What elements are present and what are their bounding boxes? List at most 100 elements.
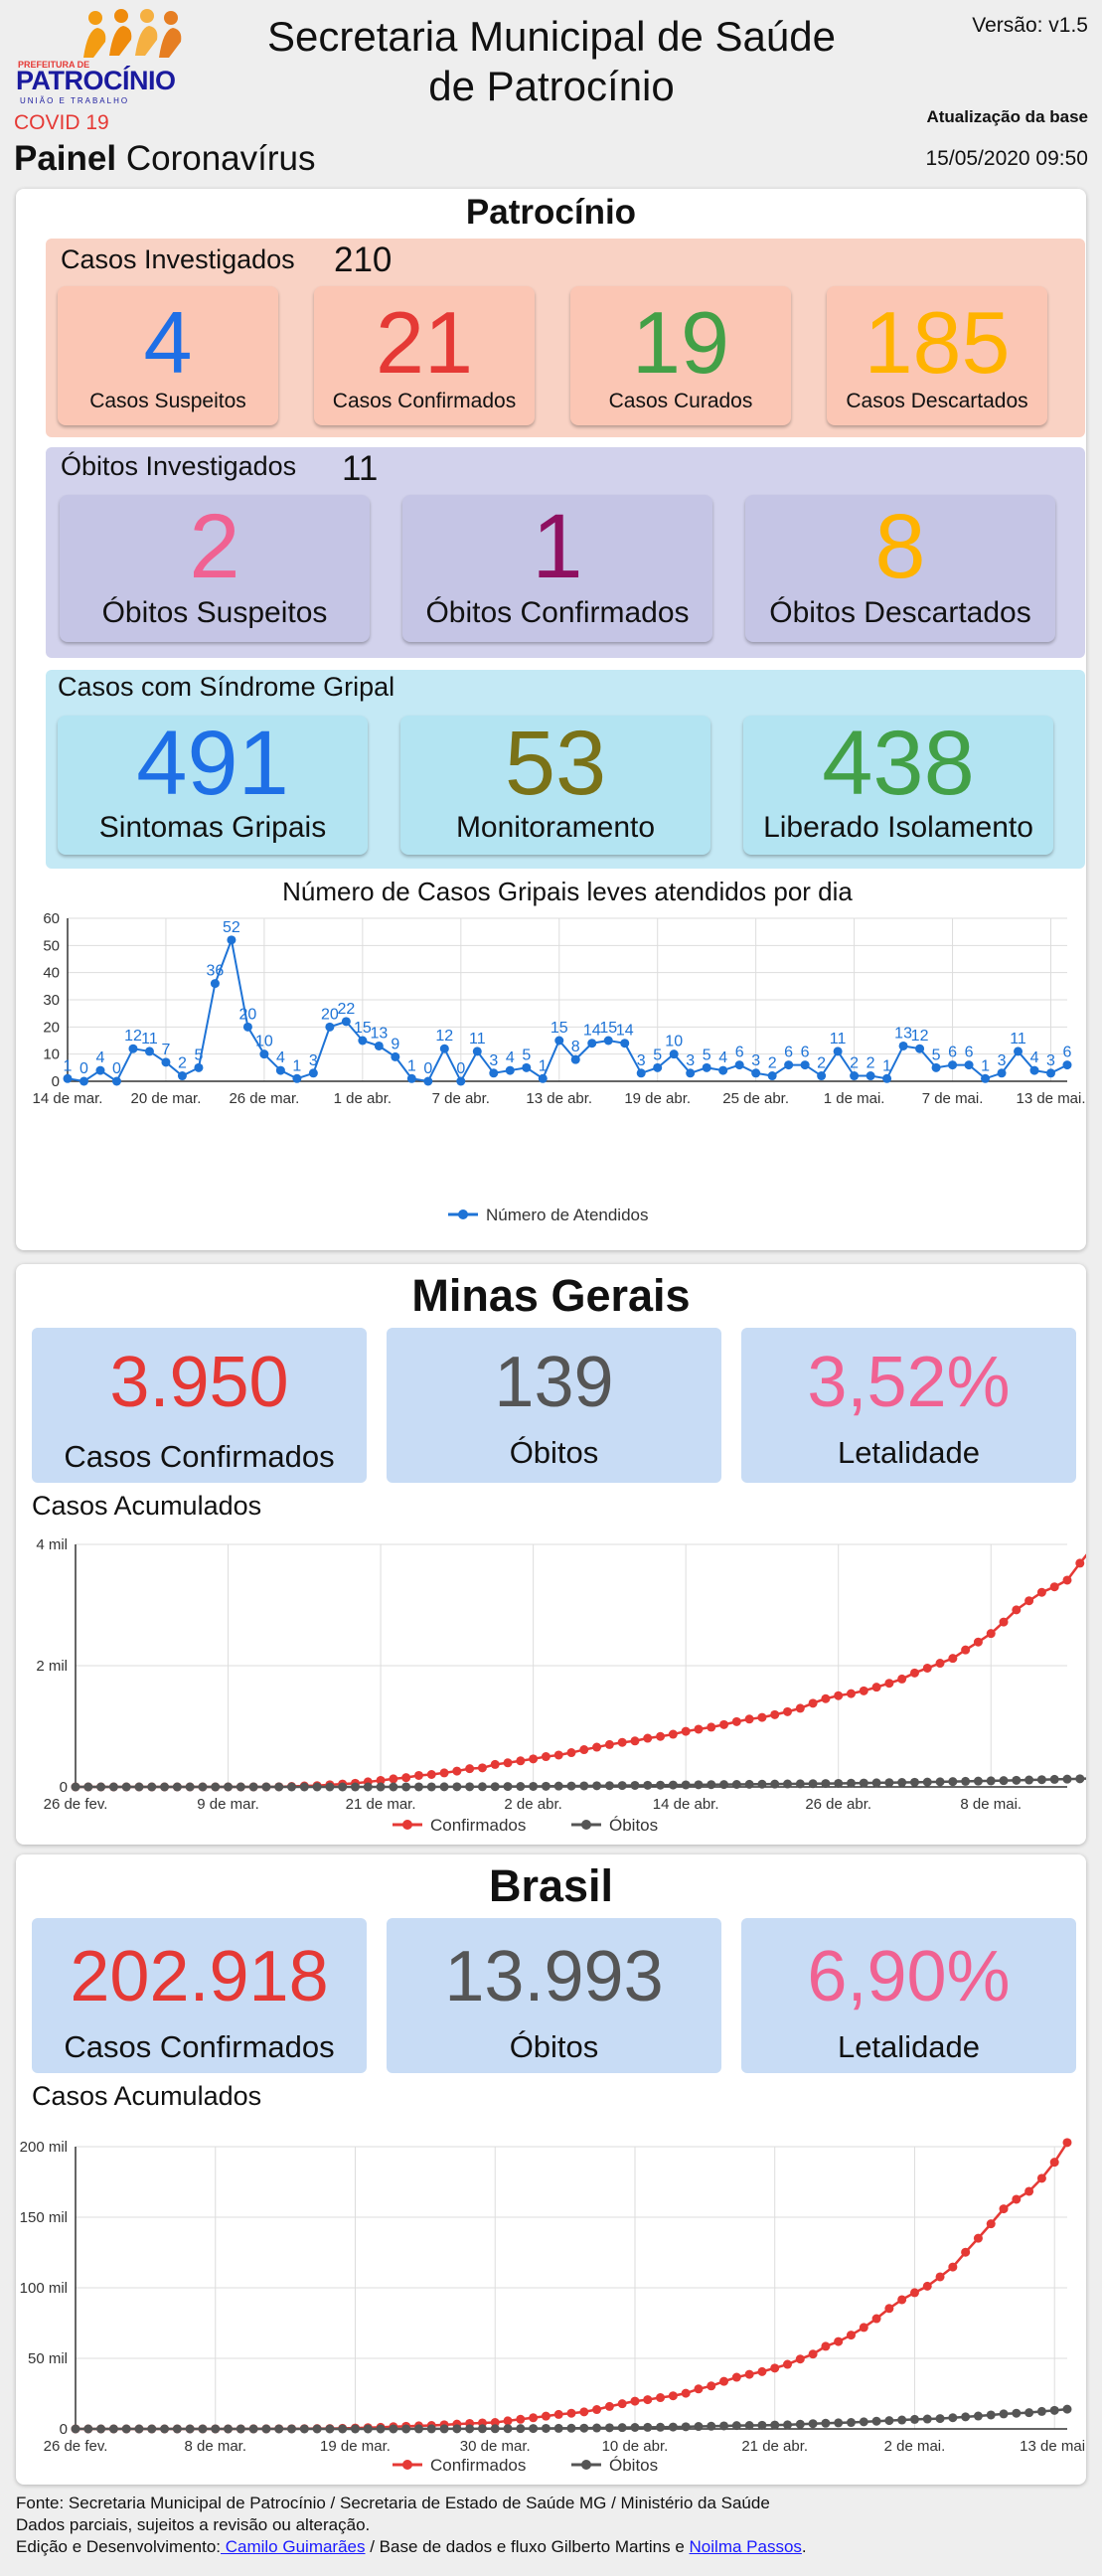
- data-point: [312, 1782, 322, 1792]
- data-point: [128, 1044, 138, 1053]
- tile-casos-confirmados: 21 Casos Confirmados: [314, 286, 535, 425]
- data-point: [757, 1779, 767, 1789]
- data-point: [1012, 1605, 1022, 1615]
- data-point: [579, 1745, 589, 1755]
- brasil-card: Brasil 202.918 Casos Confirmados 13.993 …: [16, 1854, 1086, 2485]
- data-point: [1012, 2408, 1022, 2418]
- data-point: [570, 1054, 580, 1064]
- data-point: [681, 1726, 691, 1736]
- legend-label: Óbitos: [609, 1816, 658, 1835]
- data-point: [452, 2424, 462, 2434]
- data-point: [261, 2424, 271, 2434]
- data-label: 0: [423, 1060, 432, 1077]
- data-point: [795, 1703, 805, 1713]
- data-point: [210, 979, 220, 989]
- monitoramento-label: Monitoramento: [455, 811, 656, 844]
- data-point: [694, 2384, 704, 2394]
- legend-label: Confirmados: [430, 2456, 526, 2475]
- data-point: [325, 1022, 335, 1032]
- obitos-confirmados-label: Óbitos Confirmados: [425, 596, 690, 629]
- data-point: [83, 1782, 93, 1792]
- data-label: 4: [506, 1049, 515, 1066]
- data-label: 6: [1063, 1045, 1072, 1061]
- data-point: [795, 2354, 805, 2364]
- data-point: [1075, 1774, 1085, 1784]
- data-point: [935, 1777, 945, 1787]
- data-label: 1: [407, 1057, 416, 1074]
- data-label: 1: [64, 1057, 73, 1074]
- data-point: [413, 1782, 423, 1792]
- data-point: [846, 2418, 856, 2428]
- x-tick-label: 26 de fev.: [44, 2438, 108, 2455]
- data-point: [604, 1739, 614, 1749]
- data-point: [833, 1046, 843, 1056]
- data-point: [973, 2411, 983, 2421]
- footer: Fonte: Secretaria Municipal de Patrocíni…: [16, 2493, 807, 2558]
- data-point: [821, 1779, 831, 1789]
- brasil-kpi-letalidade: 6,90% Letalidade: [741, 1918, 1076, 2073]
- data-point: [503, 1758, 513, 1768]
- data-point: [194, 1062, 204, 1072]
- data-point: [884, 2416, 894, 2426]
- data-point: [274, 1782, 284, 1792]
- data-point: [948, 1654, 958, 1664]
- data-point: [898, 1041, 908, 1050]
- data-point: [935, 1659, 945, 1669]
- data-point: [439, 2424, 449, 2434]
- data-point: [1012, 2194, 1022, 2204]
- data-label: 5: [653, 1046, 662, 1063]
- author2-link[interactable]: Noilma Passos: [689, 2537, 802, 2556]
- data-point: [656, 1731, 666, 1741]
- data-point: [529, 1754, 539, 1764]
- data-point: [71, 1782, 80, 1792]
- title-line2: de Patrocínio: [428, 63, 675, 109]
- y-tick-label: 60: [43, 910, 60, 927]
- data-label: 15: [599, 1020, 617, 1037]
- casos-descartados-label: Casos Descartados: [846, 390, 1028, 412]
- data-point: [95, 1065, 105, 1075]
- data-point: [554, 1036, 564, 1046]
- page-title: Painel Coronavírus: [14, 139, 315, 179]
- minas-confirmados-label: Casos Confirmados: [64, 1439, 335, 1474]
- obitos-investigados-panel: Óbitos Investigados 11 2 Óbitos Suspeito…: [46, 447, 1085, 658]
- data-point: [973, 2233, 983, 2243]
- data-point: [1062, 1060, 1072, 1070]
- data-point: [287, 1782, 297, 1792]
- obitos-descartados-value: 8: [874, 496, 926, 597]
- x-tick-label: 13 de mai.: [1016, 1090, 1085, 1107]
- data-point: [452, 1782, 462, 1792]
- obitos-investigados-label: Óbitos Investigados: [61, 451, 297, 481]
- data-point: [783, 1706, 793, 1716]
- data-point: [707, 2421, 716, 2431]
- data-label: 0: [79, 1060, 88, 1077]
- casos-suspeitos-value: 4: [143, 293, 193, 392]
- data-point: [374, 1041, 384, 1050]
- author1-link[interactable]: Camilo Guimarães: [221, 2537, 366, 2556]
- version-label: Versão: v1.5: [972, 14, 1088, 37]
- data-point: [452, 1766, 462, 1776]
- data-point: [961, 2412, 971, 2422]
- tile-casos-suspeitos: 4 Casos Suspeitos: [58, 286, 278, 425]
- data-point: [350, 2424, 360, 2434]
- obitos-suspeitos-value: 2: [189, 496, 240, 597]
- data-point: [630, 1736, 640, 1746]
- data-point: [834, 1778, 844, 1788]
- data-label: 14: [616, 1023, 634, 1040]
- data-point: [668, 2422, 678, 2432]
- data-point: [376, 1782, 386, 1792]
- sindrome-gripal-panel: Casos com Síndrome Gripal 491 Sintomas G…: [46, 670, 1085, 869]
- data-point: [821, 2418, 831, 2428]
- data-point: [579, 2407, 589, 2417]
- data-point: [617, 1781, 627, 1791]
- data-point: [922, 2281, 932, 2291]
- data-point: [566, 1748, 576, 1758]
- casos-descartados-value: 185: [864, 293, 1011, 392]
- data-label: 13: [894, 1025, 912, 1042]
- y-tick-label: 4 mil: [36, 1536, 68, 1553]
- data-point: [465, 2424, 475, 2434]
- data-point: [871, 1778, 881, 1788]
- data-point: [553, 2423, 563, 2433]
- data-point: [423, 1076, 433, 1086]
- data-point: [541, 1781, 551, 1791]
- obitos-confirmados-value: 1: [532, 496, 583, 597]
